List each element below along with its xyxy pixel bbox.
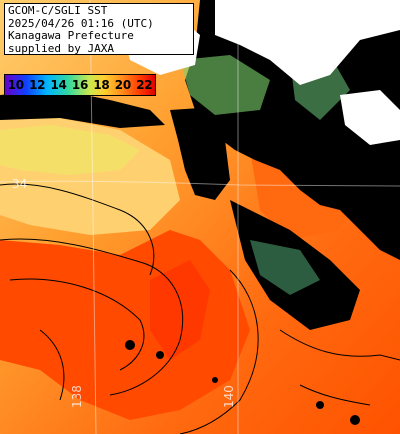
legend-tick: 18 <box>93 78 110 92</box>
latitude-gridline <box>0 180 400 187</box>
isotherm <box>299 384 371 406</box>
legend-tick: 22 <box>136 78 153 92</box>
legend-tick: 16 <box>71 78 89 92</box>
island <box>350 415 360 425</box>
cloud-speckle <box>180 55 270 115</box>
legend-tick: 12 <box>29 78 46 92</box>
longitude-label-left: 138 <box>70 385 84 408</box>
caption-box: GCOM-C/SGLI SST 2025/04/26 01:16 (UTC) K… <box>4 3 194 55</box>
cloud-cover <box>215 0 400 85</box>
isotherm <box>279 329 400 361</box>
caption-credit: supplied by JAXA <box>8 41 114 55</box>
warm-core <box>150 260 210 360</box>
isotherm <box>179 269 259 434</box>
land-west-coast <box>0 90 165 128</box>
longitude-gridline <box>89 0 97 434</box>
legend-tick: 10 <box>7 78 24 92</box>
caption-region: Kanagawa Prefecture <box>8 29 134 42</box>
coastal-cool-water <box>0 125 140 175</box>
caption-datetime: 2025/04/26 01:16 (UTC) <box>8 16 154 30</box>
isotherm <box>0 183 155 276</box>
longitude-label-right: 140 <box>222 385 236 408</box>
caption-sensor: GCOM-C/SGLI SST <box>8 4 108 17</box>
isotherm <box>39 329 65 401</box>
temperature-legend: 10 12 14 16 18 20 22 <box>4 74 156 96</box>
cloud-cover <box>340 90 400 145</box>
legend-tick: 14 <box>50 78 67 92</box>
isotherm <box>0 238 184 396</box>
land-izu-peninsula <box>170 108 230 200</box>
island <box>125 340 135 350</box>
latitude-label: 34 <box>12 177 28 191</box>
isotherm <box>9 278 145 371</box>
island <box>156 351 164 359</box>
island <box>316 401 324 409</box>
island <box>212 377 218 383</box>
legend-tick: 20 <box>114 78 131 92</box>
cloud-speckle <box>250 240 320 295</box>
